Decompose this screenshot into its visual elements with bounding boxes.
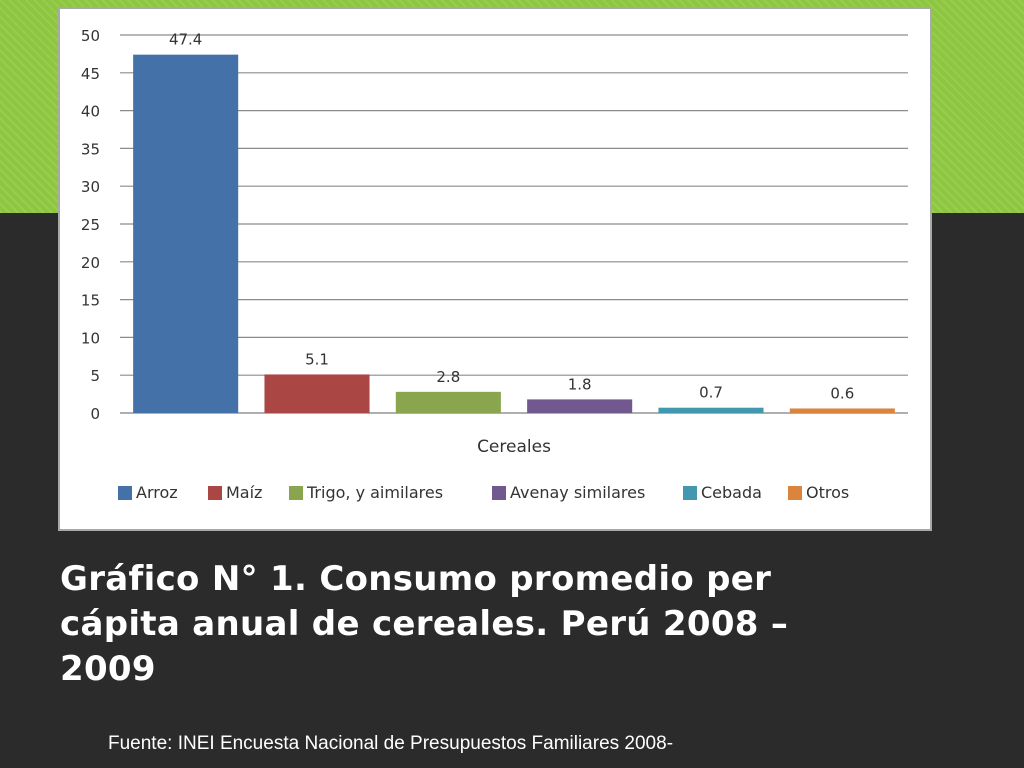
- legend-swatch: [788, 486, 802, 500]
- bar: [527, 399, 633, 413]
- data-label: 2.8: [436, 368, 460, 386]
- y-tick-label: 20: [81, 254, 100, 272]
- bar: [658, 407, 764, 413]
- legend-entry: Avenay similares: [510, 483, 645, 502]
- chart-frame: 0 5 10 15 20 25 30 35 40 45 50 47.4 5.1 2.8 1.8 0.7 0.6 C…: [58, 7, 932, 531]
- y-tick-label: 30: [81, 178, 100, 196]
- data-label: 1.8: [568, 375, 592, 393]
- legend-swatch: [289, 486, 303, 500]
- bar: [395, 391, 501, 413]
- legend-swatch: [492, 486, 506, 500]
- bar: [264, 374, 370, 413]
- legend-swatch: [208, 486, 222, 500]
- y-tick-label: 0: [90, 405, 100, 423]
- legend-entry: Trigo, y aimilares: [306, 483, 443, 502]
- y-tick-label: 25: [81, 216, 100, 234]
- y-tick-label: 40: [81, 103, 100, 121]
- y-tick-label: 5: [90, 367, 100, 385]
- bar: [789, 408, 895, 413]
- legend-entry: Cebada: [701, 483, 762, 502]
- legend-entry: Otros: [806, 483, 849, 502]
- y-tick-label: 15: [81, 292, 100, 310]
- legend-swatch: [683, 486, 697, 500]
- y-tick-label: 45: [81, 65, 100, 83]
- bar-chart: 0 5 10 15 20 25 30 35 40 45 50 47.4 5.1 2.8 1.8 0.7 0.6 C…: [81, 27, 908, 502]
- y-tick-label: 50: [81, 27, 100, 45]
- title-line-2: cápita anual de cereales. Perú 2008 –: [60, 604, 789, 644]
- y-tick-label: 10: [81, 329, 100, 347]
- legend-entry: Maíz: [226, 483, 262, 502]
- title-line-3: 2009: [60, 649, 156, 689]
- legend-entry: Arroz: [136, 483, 178, 502]
- data-label: 0.7: [699, 384, 723, 402]
- data-label: 47.4: [169, 31, 202, 49]
- data-label: 0.6: [830, 384, 854, 402]
- title-line-1: Gráfico N° 1. Consumo promedio per: [60, 559, 772, 599]
- bar: [133, 54, 239, 413]
- y-tick-label: 35: [81, 140, 100, 158]
- data-label: 5.1: [305, 350, 329, 368]
- x-axis-label: Cereales: [477, 437, 551, 457]
- source-note: Fuente: INEI Encuesta Nacional de Presup…: [108, 733, 674, 754]
- legend-swatch: [118, 486, 132, 500]
- slide-title: Gráfico N° 1. Consumo promedio per cápit…: [60, 557, 960, 692]
